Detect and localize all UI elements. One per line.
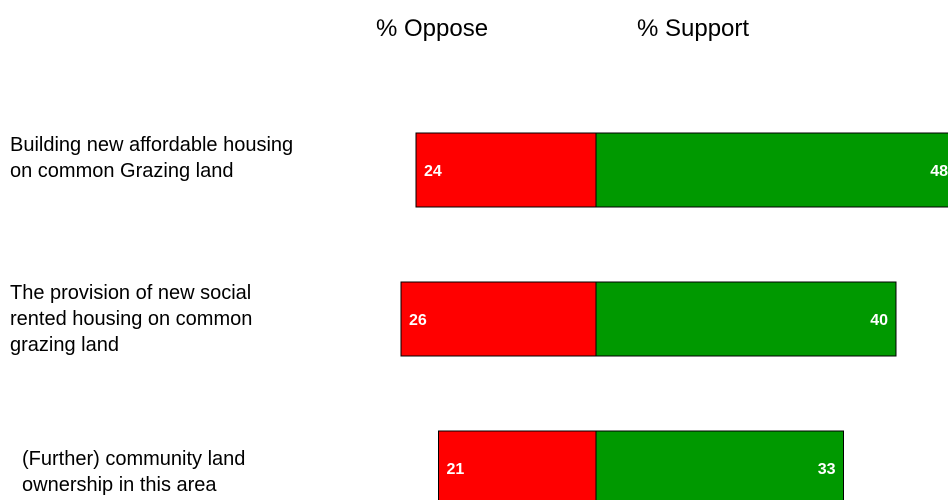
category-label-1: Building new affordable housing on commo…	[10, 134, 294, 182]
bar-oppose-3	[438, 430, 597, 500]
value-label-oppose-3: 21	[447, 461, 465, 478]
value-label-support-1: 48	[930, 163, 948, 180]
value-label-support-2: 40	[870, 312, 888, 329]
value-label-support-3: 33	[818, 461, 836, 478]
bar-support-1	[595, 132, 948, 208]
category-label-3: (Further) community land ownership in th…	[22, 448, 246, 496]
bar-support-3	[595, 430, 844, 500]
value-label-oppose-2: 26	[409, 312, 427, 329]
bar-oppose-1	[415, 132, 597, 208]
category-label-2: The provision of new social rented housi…	[10, 282, 253, 356]
header-support: % Support	[637, 15, 750, 42]
value-label-oppose-1: 24	[424, 163, 442, 180]
bar-support-2	[595, 281, 897, 357]
header-oppose: % Oppose	[376, 15, 489, 42]
bar-oppose-2	[400, 281, 597, 357]
